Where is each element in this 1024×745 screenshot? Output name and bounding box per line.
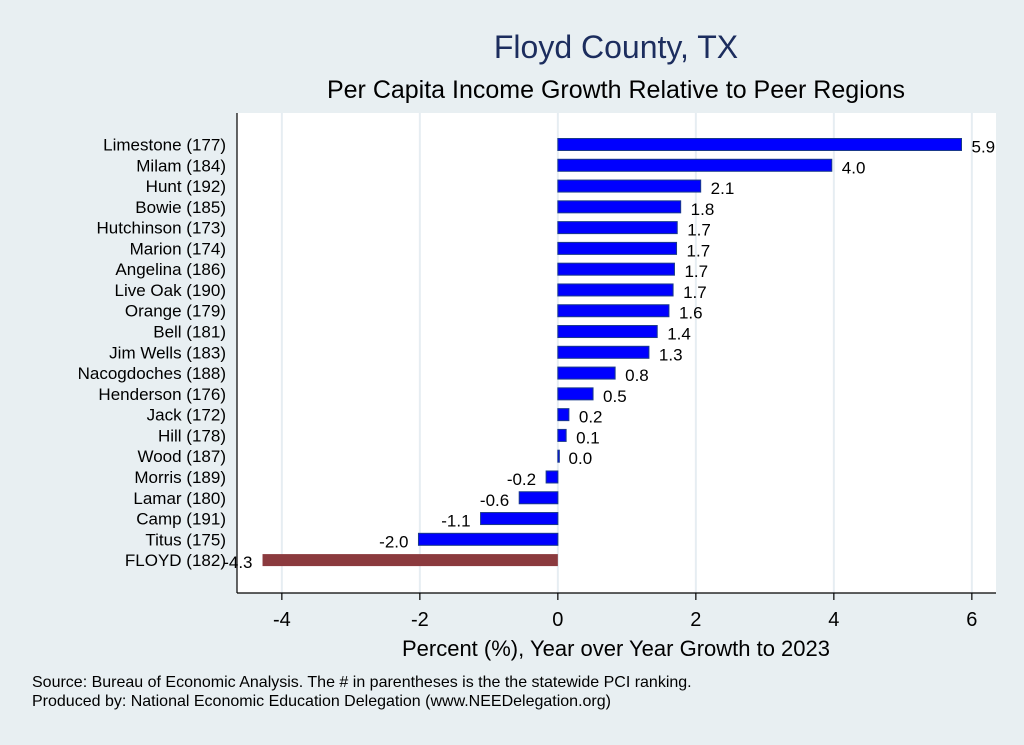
category-labels: Limestone (177)Milam (184) Hunt (192) Bowi… <box>78 136 226 571</box>
bar <box>557 325 658 339</box>
category-label: Orange (179) <box>125 302 226 321</box>
category-label: Limestone (177) <box>103 136 226 155</box>
bar <box>557 241 678 255</box>
source-note: Source: Bureau of Economic Analysis. The… <box>32 674 692 691</box>
value-label: -4.3 <box>223 553 252 572</box>
chart-subtitle: Per Capita Income Growth Relative to Pee… <box>327 76 905 104</box>
bar <box>557 449 560 463</box>
value-label: -1.1 <box>441 512 470 531</box>
bar <box>557 428 567 442</box>
category-label: Hunt (192) <box>146 177 226 196</box>
bar <box>480 512 559 526</box>
x-axis-label: Percent (%), Year over Year Growth to 20… <box>402 636 830 661</box>
value-label: 1.6 <box>679 304 703 323</box>
value-label: 1.7 <box>687 241 711 260</box>
value-label: 5.9 <box>972 138 996 157</box>
value-label: -2.0 <box>379 532 408 551</box>
x-tick-label: 6 <box>966 609 977 631</box>
category-label: Morris (189) <box>134 468 226 487</box>
value-label: 4.0 <box>842 158 866 177</box>
bar <box>417 532 559 546</box>
bars <box>262 138 962 567</box>
value-label: 0.2 <box>579 408 603 427</box>
category-label: Jack (172) <box>147 406 226 425</box>
bar <box>557 345 650 359</box>
bar <box>557 366 616 380</box>
value-label: 1.3 <box>659 345 683 364</box>
category-label: Jim Wells (183) <box>109 343 226 362</box>
category-label: Henderson (176) <box>98 385 226 404</box>
x-tick-label: 4 <box>828 609 839 631</box>
bar <box>557 179 702 193</box>
bar <box>557 221 678 235</box>
value-label: 0.0 <box>569 449 593 468</box>
category-label: Milam (184) <box>136 156 226 175</box>
category-label: Live Oak (190) <box>115 281 227 300</box>
category-label: Marion (174) <box>130 239 226 258</box>
category-label: Camp (191) <box>136 510 226 529</box>
category-label: Lamar (180) <box>133 489 226 508</box>
category-label: Angelina (186) <box>115 260 226 279</box>
category-label: FLOYD (182) <box>125 551 226 570</box>
x-ticks: -4 -2 0 2 4 6 <box>273 593 977 631</box>
x-tick-label: -4 <box>273 609 291 631</box>
value-label: 1.8 <box>691 200 715 219</box>
category-label: Hutchinson (173) <box>97 219 226 238</box>
bar <box>557 158 833 172</box>
value-label: -0.6 <box>480 491 509 510</box>
x-tick-label: -2 <box>411 609 429 631</box>
bar-highlight <box>262 554 558 567</box>
bar <box>557 283 674 297</box>
bar <box>557 408 570 422</box>
bar <box>557 304 670 318</box>
x-tick-label: 0 <box>552 609 563 631</box>
bar <box>557 387 594 401</box>
category-label: Bell (181) <box>153 323 226 342</box>
category-label: Hill (178) <box>158 426 226 445</box>
value-label: -0.2 <box>507 470 536 489</box>
value-labels: 5.94.02.11.81.71.71.71.71.61.41.30.80.50… <box>223 138 995 573</box>
value-label: 0.8 <box>625 366 649 385</box>
value-label: 0.5 <box>603 387 627 406</box>
bar <box>545 470 559 484</box>
category-label: Titus (175) <box>145 530 226 549</box>
category-label: Wood (187) <box>137 447 226 466</box>
category-label: Bowie (185) <box>135 198 226 217</box>
category-label: Nacogdoches (188) <box>78 364 226 383</box>
value-label: 2.1 <box>711 179 735 198</box>
bar <box>557 200 682 214</box>
bar <box>518 491 559 505</box>
value-label: 1.4 <box>667 325 691 344</box>
value-label: 1.7 <box>687 221 711 240</box>
bar <box>557 138 962 151</box>
bar <box>557 262 675 276</box>
value-label: 1.7 <box>683 283 707 302</box>
chart-title: Floyd County, TX <box>494 29 738 65</box>
x-tick-label: 2 <box>690 609 701 631</box>
value-label: 0.1 <box>576 428 600 447</box>
value-label: 1.7 <box>684 262 708 281</box>
producer-note: Produced by: National Economic Education… <box>32 693 611 710</box>
